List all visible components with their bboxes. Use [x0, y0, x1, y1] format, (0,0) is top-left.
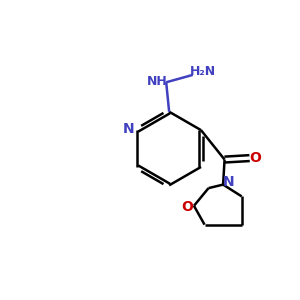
- Text: O: O: [182, 200, 194, 214]
- Text: O: O: [250, 151, 261, 165]
- Text: NH: NH: [146, 75, 167, 88]
- Text: N: N: [223, 175, 234, 189]
- Text: N: N: [123, 122, 135, 136]
- Text: H₂N: H₂N: [190, 65, 216, 78]
